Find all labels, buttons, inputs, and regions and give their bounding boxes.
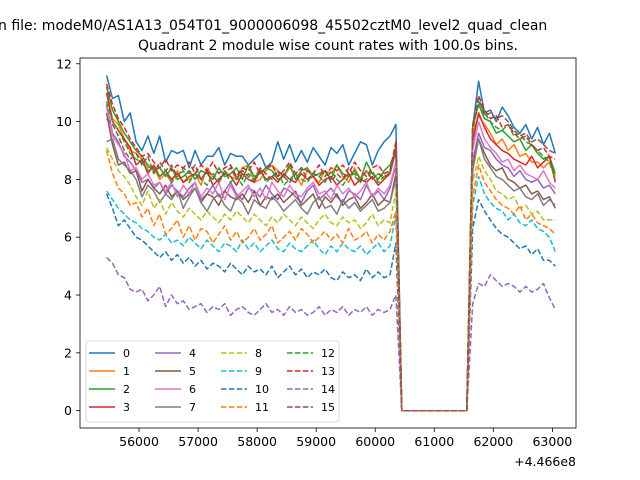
legend-label-14: 14	[321, 383, 335, 396]
legend-label-6: 6	[189, 383, 196, 396]
y-tick-label: 2	[64, 345, 72, 360]
series-line-14	[106, 256, 556, 412]
x-tick-label: 62000	[473, 434, 513, 449]
y-tick-label: 12	[56, 56, 72, 71]
legend-label-11: 11	[255, 401, 269, 414]
series-line-0	[105, 75, 557, 412]
legend-label-15: 15	[321, 401, 335, 414]
x-tick-label: 60000	[355, 434, 395, 449]
y-tick-label: 6	[64, 230, 72, 245]
series-line-10	[105, 193, 556, 412]
y-tick-label: 8	[64, 172, 72, 187]
x-tick-label: 58000	[237, 434, 277, 449]
y-tick-label: 4	[64, 288, 72, 303]
x-tick-label: 59000	[296, 434, 336, 449]
window-title: n file: modeM0/AS1A13_054T01_9000006098_…	[0, 18, 547, 34]
series-line-8	[105, 147, 556, 412]
series-line-11	[105, 150, 556, 412]
x-tick-label: 61000	[414, 434, 454, 449]
legend-label-12: 12	[321, 347, 335, 360]
legend-label-3: 3	[123, 401, 130, 414]
series-line-15	[106, 97, 556, 412]
chart-title: Quadrant 2 module wise count rates with …	[138, 38, 518, 54]
x-tick-label: 63000	[532, 434, 572, 449]
series-line-6	[105, 106, 556, 412]
series-line-12	[105, 100, 557, 412]
series-line-5	[105, 112, 556, 412]
legend-label-13: 13	[321, 365, 335, 378]
legend-label-5: 5	[189, 365, 196, 378]
x-tick-label: 57000	[178, 434, 218, 449]
plot-area: 56000 57000 58000 59000 60000 61000 62000 63000…	[56, 56, 577, 449]
x-tick-label: 56000	[119, 434, 159, 449]
legend-label-0: 0	[123, 347, 130, 360]
series-line-13	[105, 83, 556, 412]
x-offset-label: +4.466e8	[514, 454, 576, 469]
y-tick-label: 0	[64, 403, 72, 418]
series-line-3	[105, 92, 557, 412]
legend-label-8: 8	[255, 347, 262, 360]
legend-label-1: 1	[123, 365, 130, 378]
legend-label-7: 7	[189, 401, 196, 414]
axes-frame	[79, 57, 577, 429]
legend-label-10: 10	[255, 383, 269, 396]
y-tick-label: 10	[56, 114, 72, 129]
legend-label-9: 9	[255, 365, 262, 378]
legend-box	[85, 340, 340, 423]
legend-label-4: 4	[189, 347, 196, 360]
series-line-7	[106, 138, 556, 412]
legend-label-2: 2	[123, 383, 130, 396]
